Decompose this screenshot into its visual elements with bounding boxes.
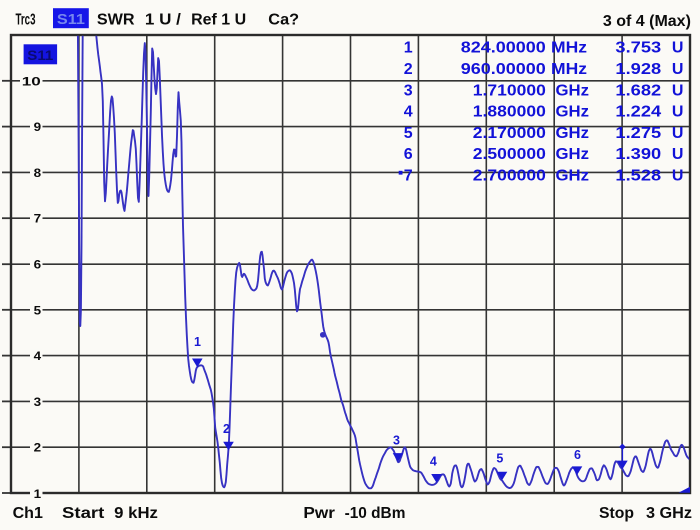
- svg-text:1.928: 1.928: [615, 61, 661, 78]
- svg-text:4: 4: [430, 455, 437, 469]
- svg-text:Trc3: Trc3: [16, 11, 36, 28]
- svg-text:SWR: SWR: [97, 11, 135, 28]
- svg-text:3 of 4 (Max): 3 of 4 (Max): [603, 13, 691, 30]
- svg-text:8: 8: [34, 166, 42, 180]
- svg-text:1: 1: [194, 335, 201, 349]
- svg-text:U: U: [672, 104, 684, 121]
- svg-text:GHz: GHz: [556, 146, 590, 163]
- svg-text:2: 2: [34, 441, 42, 455]
- svg-text:3: 3: [404, 82, 413, 99]
- svg-text:2.170000: 2.170000: [473, 125, 546, 142]
- svg-text:Stop: Stop: [599, 505, 634, 522]
- svg-text:960.00000: 960.00000: [461, 61, 546, 78]
- svg-text:U: U: [672, 61, 684, 78]
- svg-text:U: U: [672, 168, 684, 185]
- svg-text:1.682: 1.682: [615, 82, 661, 99]
- svg-text:GHz: GHz: [556, 104, 590, 121]
- svg-text:6: 6: [574, 448, 581, 462]
- svg-text:6: 6: [404, 146, 413, 163]
- svg-text:GHz: GHz: [556, 125, 590, 142]
- svg-text:1: 1: [34, 487, 42, 501]
- svg-text:6: 6: [34, 258, 42, 272]
- svg-text:2.700000: 2.700000: [473, 168, 546, 185]
- svg-text:5: 5: [404, 125, 413, 142]
- svg-text:1: 1: [404, 40, 413, 57]
- svg-text:Start: Start: [62, 505, 105, 522]
- svg-text:MHz: MHz: [551, 61, 587, 78]
- svg-text:4: 4: [404, 104, 413, 121]
- svg-text:10: 10: [22, 74, 41, 88]
- svg-text:Ch1: Ch1: [13, 505, 43, 522]
- svg-text:1.528: 1.528: [615, 168, 661, 185]
- svg-text:U: U: [672, 40, 684, 57]
- svg-text:U: U: [672, 125, 684, 142]
- svg-text:824.00000: 824.00000: [461, 40, 546, 57]
- svg-text:3.753: 3.753: [615, 40, 661, 57]
- svg-text:3 GHz: 3 GHz: [646, 505, 692, 522]
- svg-text:Pwr: Pwr: [303, 505, 335, 522]
- svg-text:1.224: 1.224: [615, 104, 661, 121]
- svg-text:1.880000: 1.880000: [473, 104, 546, 121]
- svg-text:5: 5: [496, 452, 503, 466]
- svg-text:-10 dBm: -10 dBm: [345, 505, 406, 522]
- svg-text:U: U: [672, 82, 684, 99]
- svg-text:2: 2: [404, 61, 413, 78]
- svg-text:S11: S11: [27, 47, 53, 63]
- svg-text:3: 3: [393, 434, 400, 448]
- svg-text:GHz: GHz: [556, 82, 590, 99]
- svg-text:Ca?: Ca?: [268, 11, 299, 28]
- svg-text:1.275: 1.275: [615, 125, 661, 142]
- svg-text:5: 5: [34, 303, 42, 317]
- svg-text:2.500000: 2.500000: [473, 146, 546, 163]
- svg-text:S11: S11: [57, 11, 85, 28]
- svg-text:U: U: [672, 146, 684, 163]
- svg-text:MHz: MHz: [551, 40, 587, 57]
- svg-text:3: 3: [34, 395, 42, 409]
- svg-text:4: 4: [34, 349, 42, 363]
- svg-text:9 kHz: 9 kHz: [114, 505, 158, 522]
- svg-text:9: 9: [34, 120, 42, 134]
- svg-text:GHz: GHz: [556, 168, 590, 185]
- svg-text:Ref 1 U: Ref 1 U: [191, 11, 246, 28]
- svg-text:1.710000: 1.710000: [473, 82, 546, 99]
- svg-text:7: 7: [404, 168, 413, 185]
- svg-text:7: 7: [34, 212, 42, 226]
- svg-text:2: 2: [223, 422, 230, 436]
- svg-text:1.390: 1.390: [615, 146, 661, 163]
- svg-text:1 U /: 1 U /: [145, 11, 182, 28]
